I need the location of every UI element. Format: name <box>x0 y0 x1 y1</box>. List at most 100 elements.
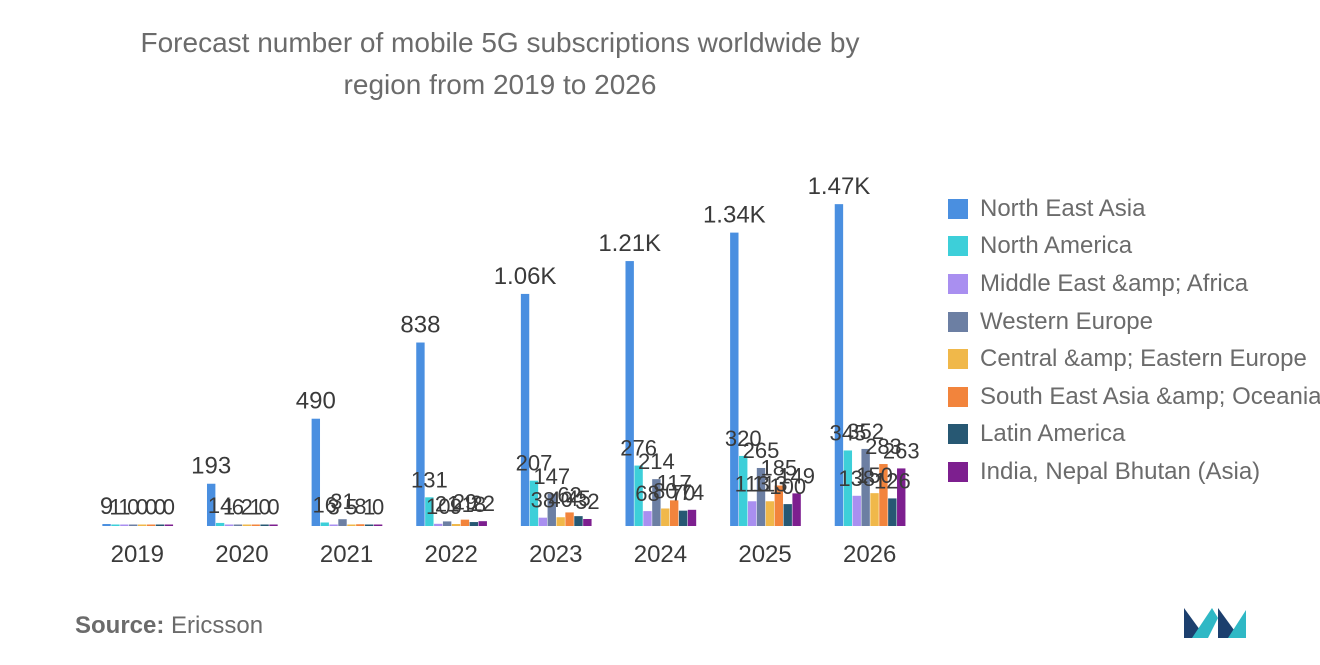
bar-2023-series-3 <box>547 493 556 526</box>
bar-2019-series-0 <box>102 524 111 526</box>
bar-2024-series-2 <box>643 511 652 526</box>
bar-2020-series-5 <box>251 524 260 526</box>
x-tick-label-2022: 2022 <box>424 541 477 568</box>
legend-swatch-0 <box>948 198 968 219</box>
data-label-2022-series-1: 131 <box>411 467 448 492</box>
data-label-2021-series-7: 0 <box>372 495 384 520</box>
data-label-2019-series-2: 1 <box>118 495 130 520</box>
legend-label-4: Central &amp; Eastern Europe <box>980 345 1307 373</box>
bar-2022-series-5 <box>460 519 470 526</box>
bar-2020-series-0 <box>206 483 216 526</box>
data-label-2020-series-4: 2 <box>241 495 253 520</box>
bar-2023-series-5 <box>565 512 574 526</box>
bar-2019-series-6 <box>155 524 165 526</box>
data-label-2021-series-0: 490 <box>296 388 336 415</box>
bar-2024-series-3 <box>652 479 661 526</box>
bar-2021-series-5 <box>356 524 365 526</box>
logo-shape-edge <box>1228 610 1246 638</box>
bar-2025-series-2 <box>747 501 757 526</box>
legend-label-1: North America <box>980 232 1133 260</box>
bar-2020-series-3 <box>233 524 243 526</box>
data-label-2021-series-6: 1 <box>363 495 375 520</box>
bar-2021-series-6 <box>365 524 374 526</box>
data-label-2026-series-0: 1.47K <box>808 173 871 200</box>
legend-label-7: India, Nepal Bhutan (Asia) <box>980 457 1261 485</box>
data-label-2025-series-7: 149 <box>778 463 815 488</box>
bar-2020-series-1 <box>215 522 225 526</box>
data-label-2023-series-6: 45 <box>566 486 590 511</box>
legend-swatch-2 <box>948 273 968 294</box>
bar-2024-series-6 <box>678 510 688 526</box>
x-tick-label-2024: 2024 <box>634 541 687 568</box>
bar-2023-series-7 <box>583 518 592 526</box>
bar-2024-series-1 <box>634 465 643 526</box>
source-value: Ericsson <box>171 612 264 639</box>
data-label-2022-series-2: 10 <box>426 494 450 519</box>
bar-2022-series-6 <box>469 522 479 526</box>
legend-label-3: Western Europe <box>980 307 1153 335</box>
bar-2024-series-0 <box>625 261 634 526</box>
bar-2023-series-4 <box>556 517 565 526</box>
bar-2024-series-5 <box>669 500 679 526</box>
data-label-2026-series-5: 283 <box>865 434 902 459</box>
bar-2026-series-3 <box>861 448 870 526</box>
x-tick-label-2020: 2020 <box>215 541 268 568</box>
data-label-2024-series-6: 70 <box>671 481 695 506</box>
data-label-2020-series-2: 1 <box>223 495 235 520</box>
bar-2024-series-4 <box>661 508 670 526</box>
chart-title-line-2: region from 2019 to 2026 <box>343 69 657 100</box>
bar-2022-series-4 <box>451 524 461 526</box>
bar-2020-series-6 <box>260 524 269 526</box>
bar-2019-series-7 <box>164 524 174 526</box>
bar-2025-series-7 <box>792 493 801 526</box>
bar-2019-series-5 <box>146 524 156 526</box>
x-tick-label-2021: 2021 <box>320 541 373 568</box>
data-label-2020-series-0: 193 <box>191 453 231 480</box>
source-note: Source: Ericsson <box>75 612 263 640</box>
data-label-2021-series-2: 3 <box>327 495 339 520</box>
data-label-2023-series-4: 40 <box>548 487 572 512</box>
bar-chart: 9110000020191931416210020204901633158102… <box>100 173 920 568</box>
bar-2019-series-1 <box>111 524 120 526</box>
legend-swatch-7 <box>948 461 968 482</box>
logo-shape-mid <box>1192 608 1218 638</box>
bar-2026-series-2 <box>852 495 861 526</box>
data-label-2019-series-3: 0 <box>127 495 139 520</box>
bar-2020-series-4 <box>242 524 251 526</box>
bar-2021-series-4 <box>347 524 356 526</box>
x-tick-label-2019: 2019 <box>111 541 164 568</box>
data-label-2024-series-7: 74 <box>680 480 704 505</box>
data-label-2019-series-5: 0 <box>145 495 157 520</box>
data-label-2022-series-6: 18 <box>462 492 486 517</box>
data-label-2026-series-4: 150 <box>856 463 893 488</box>
legend-swatch-1 <box>948 236 968 257</box>
legend-item-7: India, Nepal Bhutan (Asia) <box>948 453 1320 491</box>
bar-2019-series-2 <box>120 524 129 526</box>
data-label-2023-series-3: 147 <box>533 464 570 489</box>
legend-item-6: Latin America <box>948 416 1320 454</box>
data-label-2025-series-0: 1.34K <box>703 202 766 229</box>
data-label-2019-series-6: 0 <box>154 495 166 520</box>
data-label-2022-series-0: 838 <box>400 312 440 339</box>
bar-2022-series-7 <box>478 521 487 526</box>
data-label-2026-series-3: 352 <box>847 419 884 444</box>
bar-2023-series-1 <box>529 480 539 526</box>
data-label-2023-series-0: 1.06K <box>494 263 557 290</box>
legend-item-5: South East Asia &amp; Oceania <box>948 378 1320 416</box>
data-label-2020-series-3: 6 <box>232 495 244 520</box>
data-label-2021-series-4: 5 <box>345 495 357 520</box>
bar-2025-series-5 <box>774 485 784 526</box>
bar-2020-series-7 <box>269 524 278 526</box>
chart-title: Forecast number of mobile 5G subscriptio… <box>40 22 960 106</box>
bar-2023-series-6 <box>574 516 583 526</box>
data-label-2025-series-2: 113 <box>735 471 770 496</box>
mordor-intelligence-logo-icon <box>1184 608 1246 638</box>
bar-2023-series-0 <box>520 293 530 526</box>
bar-2019-series-3 <box>129 524 138 526</box>
data-label-2026-series-2: 138 <box>838 466 875 491</box>
legend-swatch-4 <box>948 349 968 370</box>
data-label-2021-series-1: 16 <box>312 492 336 517</box>
chart-legend: North East Asia North America Middle East … <box>948 190 1320 491</box>
bar-2024-series-7 <box>687 509 697 526</box>
legend-item-0: North East Asia <box>948 190 1320 228</box>
